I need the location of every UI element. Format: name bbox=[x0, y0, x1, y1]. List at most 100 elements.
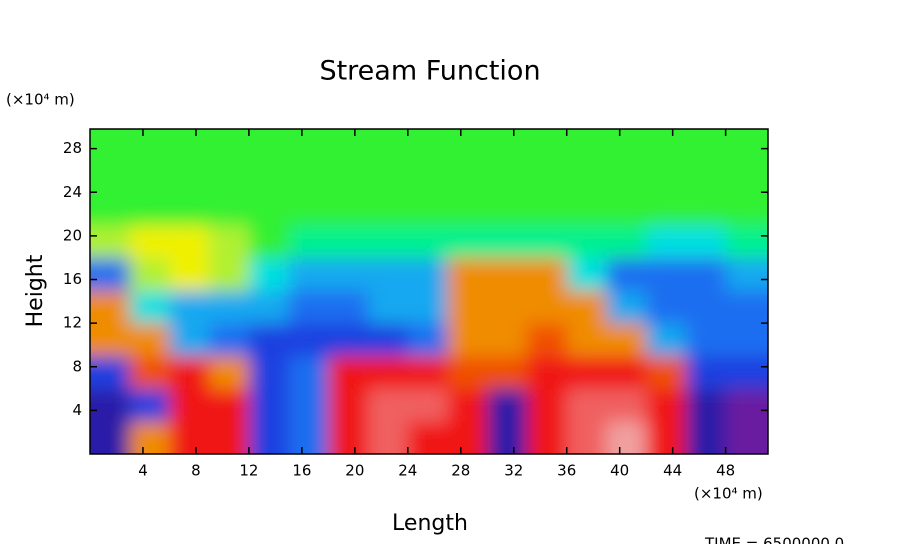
cell bbox=[209, 388, 250, 422]
cell bbox=[407, 129, 449, 161]
cell bbox=[129, 224, 170, 259]
cell bbox=[606, 421, 647, 454]
cell bbox=[725, 323, 768, 357]
cell bbox=[725, 355, 768, 390]
cell bbox=[248, 323, 290, 357]
cell bbox=[169, 388, 210, 422]
cell bbox=[209, 224, 250, 259]
cell bbox=[248, 192, 290, 226]
cell bbox=[566, 355, 607, 390]
cell bbox=[646, 224, 687, 259]
cell bbox=[606, 355, 647, 390]
cell bbox=[288, 290, 329, 324]
cell bbox=[566, 159, 607, 193]
cell bbox=[407, 192, 449, 226]
cell bbox=[209, 159, 250, 193]
x-tick-label: 16 bbox=[292, 462, 311, 480]
cell bbox=[407, 323, 449, 357]
cell bbox=[685, 129, 727, 161]
cell bbox=[685, 257, 727, 291]
cell bbox=[209, 290, 250, 324]
cell bbox=[526, 355, 568, 390]
cell bbox=[606, 257, 647, 291]
cell bbox=[447, 421, 488, 454]
cell bbox=[248, 355, 290, 390]
cells bbox=[90, 129, 768, 454]
cell bbox=[566, 192, 607, 226]
cell bbox=[368, 388, 409, 422]
cell bbox=[685, 159, 727, 193]
cell bbox=[685, 290, 727, 324]
cell bbox=[328, 159, 369, 193]
cell bbox=[685, 224, 727, 259]
cell bbox=[90, 159, 131, 193]
cell bbox=[606, 388, 647, 422]
cell bbox=[169, 192, 210, 226]
cell bbox=[447, 355, 488, 390]
cell bbox=[368, 421, 409, 454]
x-tick-label: 4 bbox=[138, 462, 148, 480]
cell bbox=[487, 257, 528, 291]
cell bbox=[129, 388, 170, 422]
cell bbox=[725, 290, 768, 324]
cell bbox=[685, 355, 727, 390]
cell bbox=[248, 129, 290, 161]
x-tick-label: 24 bbox=[398, 462, 417, 480]
cell bbox=[566, 290, 607, 324]
y-tick-label: 24 bbox=[63, 183, 82, 201]
cell bbox=[169, 355, 210, 390]
cell bbox=[487, 355, 528, 390]
cell bbox=[169, 323, 210, 357]
y-tick-label: 4 bbox=[72, 401, 82, 419]
cell bbox=[90, 421, 131, 454]
cell bbox=[288, 323, 329, 357]
cell bbox=[169, 290, 210, 324]
cell bbox=[328, 192, 369, 226]
cell bbox=[725, 192, 768, 226]
cell bbox=[90, 129, 131, 161]
cell bbox=[606, 323, 647, 357]
cell bbox=[209, 355, 250, 390]
cell bbox=[487, 192, 528, 226]
field bbox=[90, 129, 768, 454]
cell bbox=[90, 290, 131, 324]
cell bbox=[566, 323, 607, 357]
y-unit: (×10⁴ m) bbox=[6, 91, 75, 109]
cell bbox=[129, 257, 170, 291]
cell bbox=[526, 159, 568, 193]
cell bbox=[646, 159, 687, 193]
x-tick-label: 44 bbox=[663, 462, 682, 480]
cell bbox=[646, 323, 687, 357]
cell bbox=[288, 159, 329, 193]
cell bbox=[129, 129, 170, 161]
cell bbox=[487, 224, 528, 259]
cell bbox=[90, 323, 131, 357]
cell bbox=[566, 129, 607, 161]
y-axis-label: Height bbox=[23, 254, 48, 327]
cell bbox=[328, 421, 369, 454]
cell bbox=[368, 192, 409, 226]
cell bbox=[288, 129, 329, 161]
x-tick-label: 48 bbox=[716, 462, 735, 480]
cell bbox=[566, 224, 607, 259]
cell bbox=[606, 192, 647, 226]
cell bbox=[368, 224, 409, 259]
y-tick-label: 16 bbox=[63, 270, 82, 288]
cell bbox=[368, 159, 409, 193]
cell bbox=[487, 388, 528, 422]
cell bbox=[447, 290, 488, 324]
cell bbox=[606, 129, 647, 161]
cell bbox=[288, 355, 329, 390]
cell bbox=[526, 323, 568, 357]
cell bbox=[209, 192, 250, 226]
cell bbox=[407, 355, 449, 390]
cell bbox=[90, 192, 131, 226]
cell bbox=[368, 290, 409, 324]
x-tick-label: 28 bbox=[451, 462, 470, 480]
cell bbox=[487, 421, 528, 454]
cell bbox=[129, 421, 170, 454]
x-tick-label: 32 bbox=[504, 462, 523, 480]
cell bbox=[90, 224, 131, 259]
cell bbox=[606, 159, 647, 193]
